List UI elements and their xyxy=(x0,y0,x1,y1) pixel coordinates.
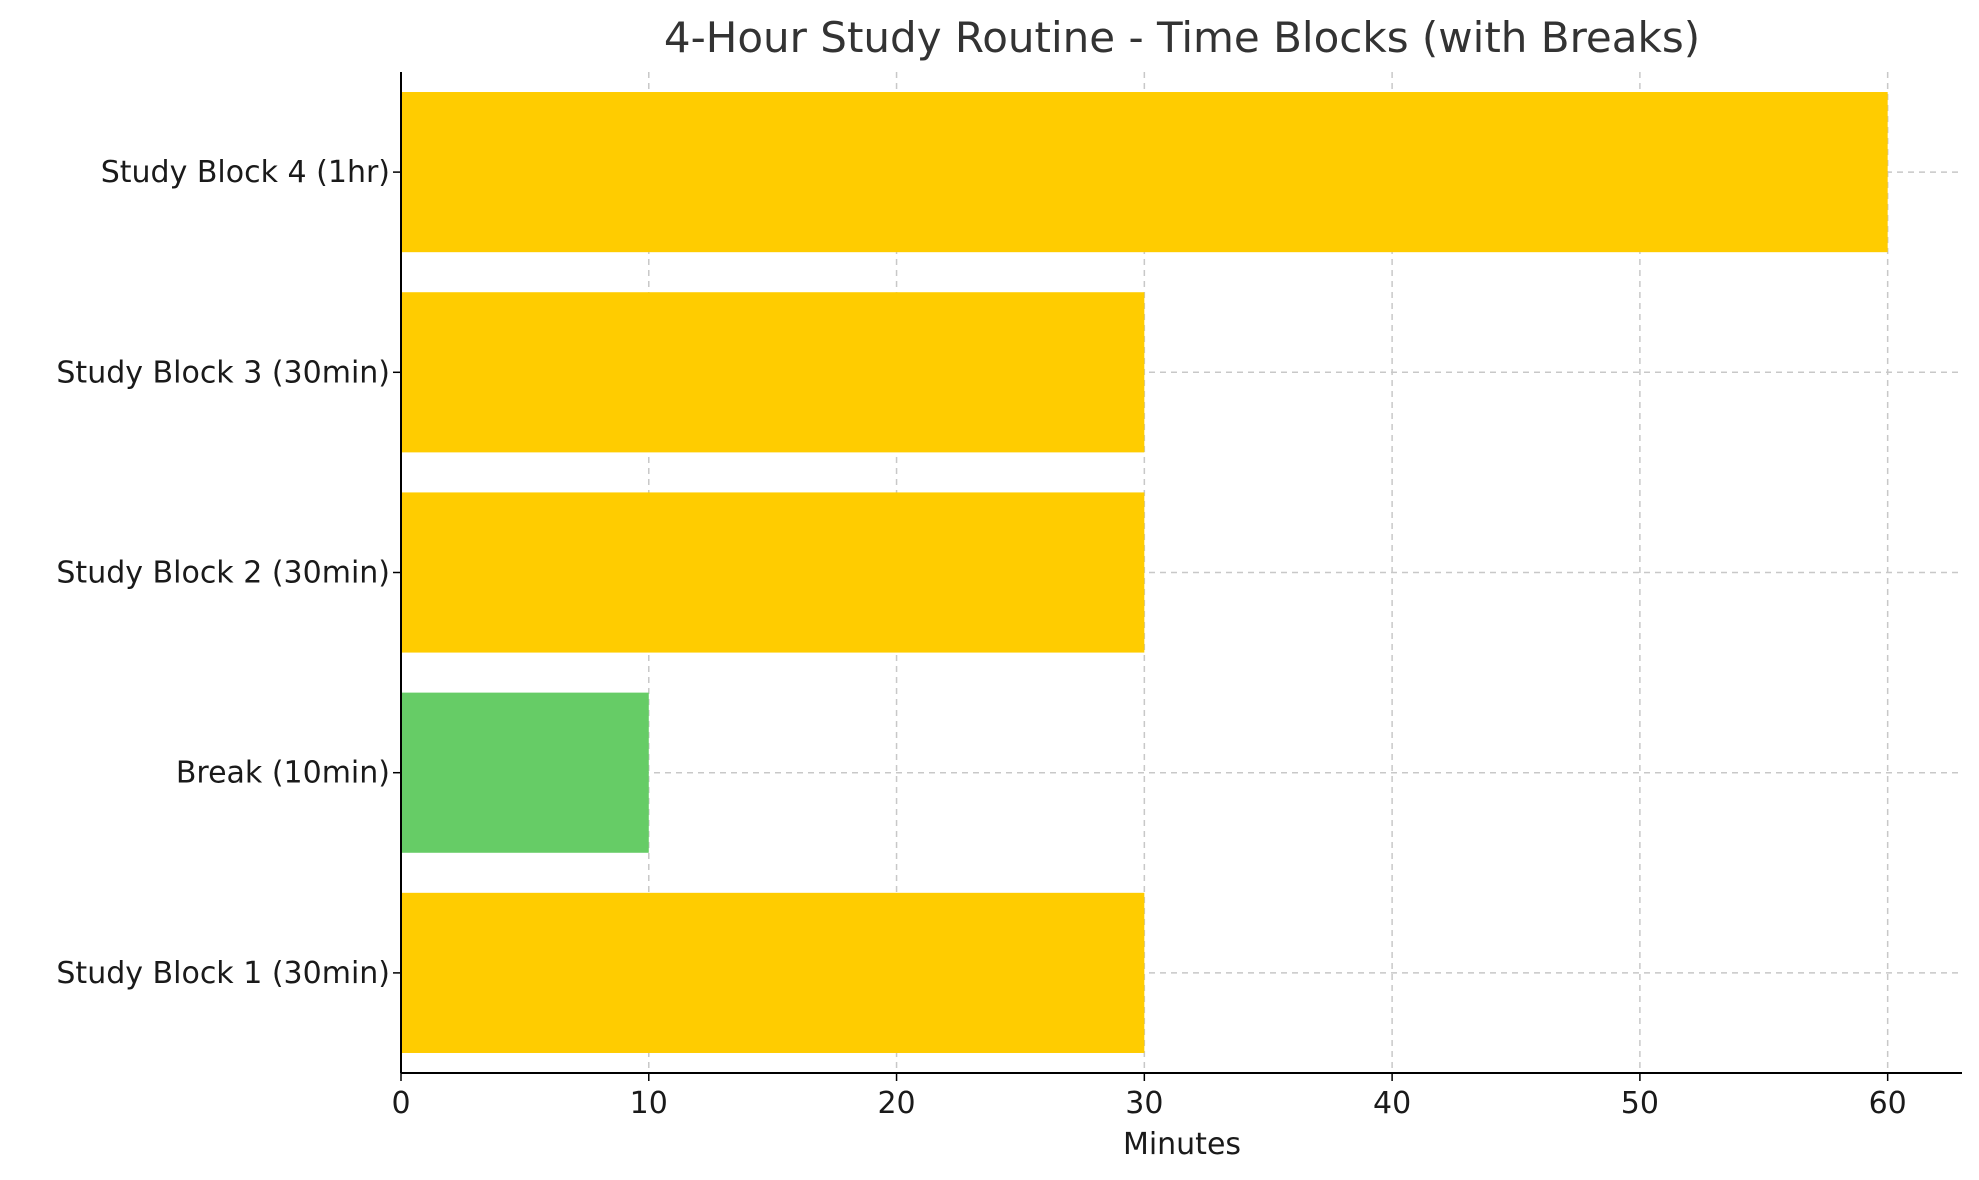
bar xyxy=(401,892,1145,1053)
y-tick-label: Study Block 2 (30min) xyxy=(56,556,390,591)
x-tick-label: 40 xyxy=(1373,1086,1411,1121)
x-tick-label: 0 xyxy=(391,1086,410,1121)
bar xyxy=(401,292,1145,453)
chart-title: 4-Hour Study Routine - Time Blocks (with… xyxy=(664,13,1700,62)
x-tick-label: 30 xyxy=(1125,1086,1163,1121)
x-tick-label: 50 xyxy=(1621,1086,1659,1121)
y-tick-label: Study Block 1 (30min) xyxy=(56,956,390,991)
y-tick-label: Break (10min) xyxy=(176,756,390,791)
x-axis-label: Minutes xyxy=(1123,1127,1241,1162)
bar xyxy=(401,492,1145,653)
y-tick-label: Study Block 4 (1hr) xyxy=(101,155,390,190)
x-tick-label: 60 xyxy=(1869,1086,1907,1121)
x-tick-label: 20 xyxy=(877,1086,915,1121)
x-tick-label: 10 xyxy=(630,1086,668,1121)
y-tick-label: Study Block 3 (30min) xyxy=(56,355,390,390)
tick-labels: 0 10 20 30 40 50 60 Study Block 1 (30min) Break … xyxy=(56,155,1906,1121)
bar xyxy=(401,92,1888,253)
bar xyxy=(401,692,649,853)
bars xyxy=(401,92,1888,1053)
